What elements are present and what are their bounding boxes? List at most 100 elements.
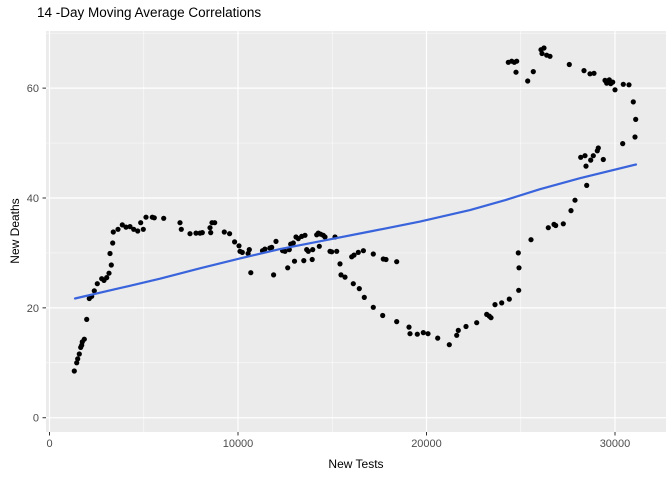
- data-point: [91, 288, 97, 294]
- data-point: [84, 316, 90, 322]
- data-point: [414, 331, 420, 337]
- data-point: [178, 226, 184, 232]
- data-point: [582, 153, 588, 159]
- y-tick-label: 0: [33, 413, 39, 425]
- data-point: [273, 238, 279, 244]
- data-point: [107, 250, 113, 257]
- data-point: [337, 261, 343, 267]
- data-point: [516, 287, 522, 293]
- data-point: [236, 243, 242, 249]
- data-point: [568, 208, 574, 214]
- data-point: [108, 262, 114, 268]
- data-point: [587, 71, 593, 77]
- plot-panel: [46, 31, 666, 432]
- data-point: [590, 153, 596, 159]
- data-point: [104, 275, 110, 281]
- data-point: [380, 312, 386, 319]
- y-axis-title: New Deaths: [8, 198, 22, 264]
- data-point: [310, 247, 316, 253]
- trend-line: [73, 163, 638, 300]
- data-point: [322, 234, 328, 240]
- data-point: [138, 220, 144, 226]
- data-point: [394, 319, 400, 325]
- data-point: [187, 231, 193, 237]
- data-point: [454, 332, 460, 338]
- data-point: [633, 116, 639, 122]
- data-point: [208, 230, 214, 236]
- data-point: [221, 229, 227, 235]
- data-point: [227, 231, 233, 237]
- data-point: [620, 81, 626, 87]
- data-point: [177, 220, 183, 226]
- data-point: [193, 230, 199, 236]
- data-point: [110, 229, 116, 235]
- data-point: [595, 145, 601, 151]
- data-point: [632, 134, 638, 140]
- data-point: [602, 77, 608, 83]
- data-point: [525, 78, 531, 84]
- y-tick-label: 60: [27, 83, 39, 95]
- data-point: [309, 256, 315, 263]
- data-point: [291, 258, 298, 264]
- data-point: [342, 274, 348, 280]
- data-point: [329, 249, 335, 255]
- chart-title: 14 -Day Moving Average Correlations: [37, 5, 262, 20]
- data-point: [338, 272, 344, 278]
- data-point: [71, 368, 77, 374]
- data-point: [425, 331, 431, 337]
- data-point: [305, 248, 311, 254]
- data-point: [361, 294, 367, 300]
- data-point: [612, 87, 618, 93]
- data-point: [492, 302, 498, 308]
- data-point: [135, 228, 141, 234]
- data-point: [269, 244, 275, 250]
- data-point: [212, 220, 218, 226]
- data-point: [106, 270, 112, 276]
- data-point: [446, 342, 452, 348]
- data-point: [76, 351, 82, 357]
- data-point: [350, 281, 356, 287]
- data-point: [455, 327, 461, 333]
- data-point: [74, 360, 80, 366]
- data-point: [383, 256, 389, 263]
- data-point: [370, 304, 376, 310]
- data-point: [290, 240, 296, 246]
- data-point: [566, 61, 572, 68]
- data-point: [572, 197, 578, 203]
- data-point: [199, 230, 205, 236]
- data-point: [474, 320, 480, 326]
- data-point: [237, 248, 243, 254]
- data-point: [538, 47, 544, 53]
- data-point: [316, 243, 322, 249]
- data-point: [140, 226, 146, 232]
- data-point: [271, 272, 277, 278]
- x-tick-label: 30000: [600, 438, 631, 450]
- data-point: [131, 226, 137, 232]
- data-point: [151, 215, 157, 221]
- data-point: [499, 300, 505, 306]
- data-point: [161, 215, 167, 221]
- data-point: [583, 163, 589, 169]
- data-point: [407, 331, 413, 337]
- data-point: [123, 224, 129, 230]
- data-point: [435, 335, 441, 341]
- data-point: [591, 70, 597, 76]
- y-tick-label: 40: [27, 193, 39, 205]
- data-point: [528, 237, 534, 243]
- data-point: [302, 232, 308, 238]
- data-point: [578, 154, 584, 160]
- data-point: [584, 182, 590, 188]
- data-point: [282, 248, 288, 254]
- data-point: [334, 248, 340, 254]
- data-point: [506, 296, 512, 302]
- data-point: [351, 252, 357, 258]
- x-tick-label: 0: [46, 438, 52, 450]
- data-point: [110, 240, 116, 246]
- data-point: [248, 270, 254, 276]
- data-point: [581, 68, 587, 74]
- data-point: [488, 315, 494, 321]
- data-point: [630, 99, 636, 105]
- data-point: [560, 221, 566, 227]
- data-point: [301, 258, 307, 264]
